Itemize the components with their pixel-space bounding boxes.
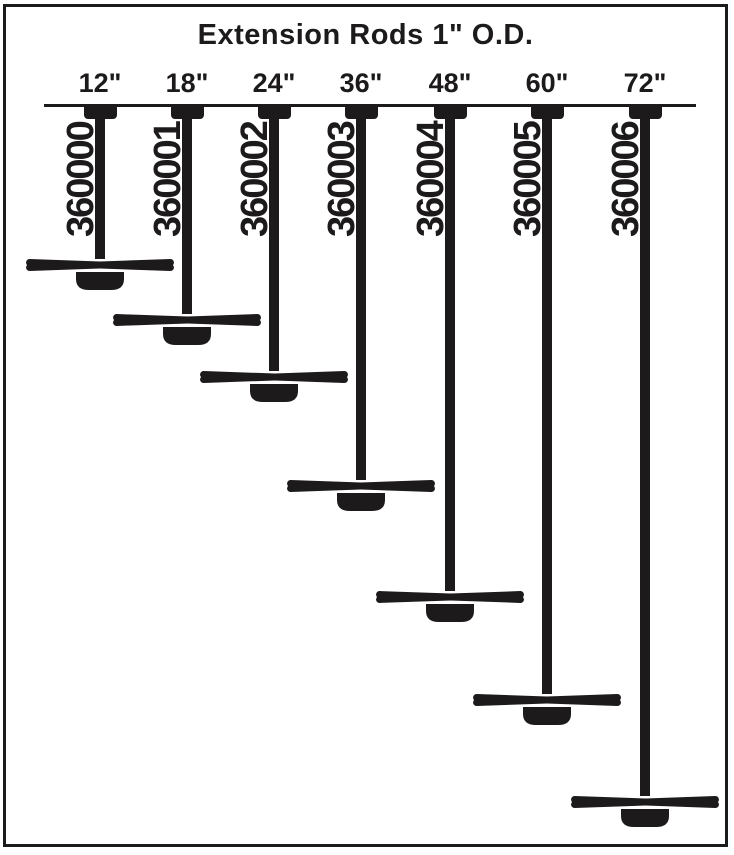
rod-length-label: 72"	[623, 68, 667, 98]
rod-length-label: 48"	[428, 68, 472, 98]
ceiling-fan-icon	[287, 480, 435, 511]
rod-part-number: 360003	[321, 122, 363, 237]
fan-motor-hub-icon	[76, 272, 124, 290]
extension-rod	[269, 106, 279, 371]
ceiling-fan-icon	[376, 591, 524, 622]
diagram-title: Extension Rods 1" O.D.	[197, 19, 534, 51]
extension-rod	[542, 106, 552, 694]
fan-blade-icon	[571, 796, 719, 808]
ceiling-fan-icon	[113, 314, 261, 345]
fan-motor-hub-icon	[337, 493, 385, 511]
rod-part-number: 360000	[60, 122, 102, 237]
rod-length-label: 24"	[252, 68, 296, 98]
diagram-frame: Extension Rods 1" O.D. 12" 360000 18" 36…	[3, 4, 728, 847]
fan-motor-hub-icon	[426, 604, 474, 622]
ceiling-fan-icon	[571, 796, 719, 827]
extension-rod	[356, 106, 366, 480]
ceiling-fan-icon	[200, 371, 348, 402]
rod-part-number: 360001	[147, 122, 189, 237]
extension-rod	[182, 106, 192, 314]
fan-blade-icon	[26, 259, 174, 271]
rod-part-number: 360006	[605, 122, 647, 237]
fan-motor-hub-icon	[523, 707, 571, 725]
rod-length-label: 12"	[78, 68, 122, 98]
fan-blade-icon	[113, 314, 261, 326]
fan-motor-hub-icon	[163, 327, 211, 345]
fan-blade-icon	[200, 371, 348, 383]
fan-blade-icon	[473, 694, 621, 706]
extension-rod	[640, 106, 650, 796]
rod-length-label: 18"	[165, 68, 209, 98]
extension-rod	[445, 106, 455, 591]
fan-blade-icon	[376, 591, 524, 603]
fan-motor-hub-icon	[250, 384, 298, 402]
rod-part-number: 360004	[410, 122, 452, 237]
rod-length-label: 60"	[525, 68, 569, 98]
extension-rod	[95, 106, 105, 259]
rod-part-number: 360005	[507, 122, 549, 237]
ceiling-fan-icon	[473, 694, 621, 725]
rod-length-label: 36"	[339, 68, 383, 98]
ceiling-fan-icon	[26, 259, 174, 290]
fan-motor-hub-icon	[621, 809, 669, 827]
rod-part-number: 360002	[234, 122, 276, 237]
fan-blade-icon	[287, 480, 435, 492]
ceiling-line	[44, 104, 696, 107]
